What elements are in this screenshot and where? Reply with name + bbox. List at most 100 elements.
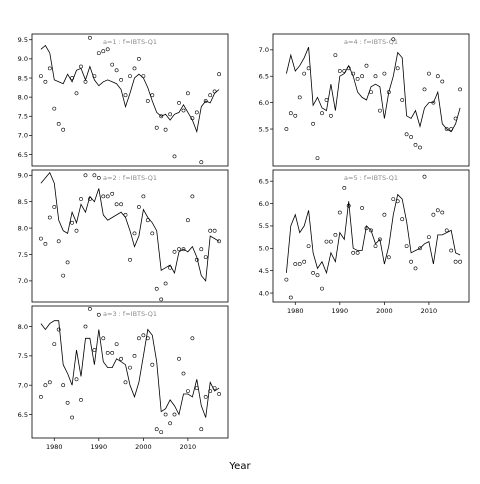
data-point	[96, 51, 101, 56]
y-axis: 4.0 4.5 5.0 5.5 6.0 6.5	[259, 177, 273, 297]
data-point	[154, 125, 159, 130]
data-point	[449, 127, 454, 131]
data-point	[181, 371, 186, 376]
panel-3: a=2 : f=IBTS-Q1 7.0 7.5 8.0 8.5 9.0	[18, 169, 229, 303]
data-point	[150, 362, 155, 367]
data-point	[65, 400, 70, 405]
data-point	[297, 95, 302, 100]
data-point	[114, 68, 119, 73]
data-point	[185, 218, 190, 223]
y-tick-label: 9.0	[18, 55, 28, 63]
data-point	[74, 91, 79, 96]
y-axis: 5.5 6.0 6.5 7.0	[259, 46, 273, 133]
data-point	[453, 116, 458, 121]
series-line	[40, 44, 220, 134]
data-point	[52, 205, 57, 209]
data-point	[136, 205, 141, 209]
data-point	[199, 247, 204, 252]
y-tick-label: 7.0	[18, 132, 28, 140]
data-point	[426, 71, 431, 76]
data-point	[39, 394, 43, 399]
panel-title: a=3 : f=IBTS-Q1	[103, 310, 157, 318]
data-point	[145, 218, 150, 223]
data-point	[123, 380, 128, 385]
data-point	[39, 236, 43, 241]
data-point	[123, 212, 128, 217]
data-point	[88, 306, 92, 311]
data-point	[123, 93, 128, 98]
plot-frame	[272, 33, 470, 167]
data-point	[315, 156, 320, 161]
data-point	[355, 250, 360, 255]
data-point	[302, 259, 307, 264]
data-point	[163, 127, 168, 132]
data-point	[194, 257, 199, 262]
data-point	[386, 90, 391, 95]
data-point	[145, 99, 150, 103]
data-point	[440, 79, 445, 84]
data-point	[65, 260, 70, 265]
y-tick-label: 6.5	[259, 73, 269, 81]
data-point	[217, 72, 222, 77]
observation-points	[39, 173, 222, 302]
data-point	[400, 217, 405, 222]
plot-frame	[272, 169, 470, 303]
data-point	[92, 348, 97, 352]
data-point	[284, 127, 289, 131]
y-tick-label: 7.5	[18, 251, 28, 259]
observation-points	[284, 37, 463, 161]
data-point	[168, 265, 173, 270]
data-point	[110, 350, 115, 355]
data-point	[190, 116, 195, 121]
y-tick-label: 4.0	[259, 289, 269, 297]
data-point	[88, 35, 92, 40]
data-point	[324, 98, 329, 102]
data-point	[391, 197, 396, 202]
data-point	[47, 215, 52, 220]
data-point	[114, 202, 119, 207]
data-point	[346, 203, 351, 208]
data-point	[128, 257, 132, 262]
series-line	[40, 320, 220, 418]
data-point	[43, 383, 48, 388]
data-point	[154, 286, 159, 291]
data-point	[83, 79, 88, 84]
data-point	[79, 397, 83, 402]
observation-points	[39, 306, 222, 435]
data-point	[333, 232, 338, 237]
data-point	[168, 112, 173, 117]
data-point	[288, 295, 293, 300]
data-point	[159, 430, 164, 435]
data-point	[185, 91, 190, 96]
y-tick-label: 7.5	[18, 113, 28, 121]
x-tick-label: 1980	[46, 443, 63, 451]
x-tick-label: 2000	[376, 307, 393, 315]
y-tick-label: 8.5	[18, 74, 28, 82]
data-point	[154, 427, 159, 432]
y-tick-label: 5.5	[259, 222, 269, 230]
data-point	[190, 194, 195, 199]
data-point	[128, 365, 132, 370]
data-point	[119, 78, 124, 82]
data-point	[70, 76, 75, 80]
x-axis: 1980 1990 2000 2010	[46, 438, 196, 451]
data-point	[342, 185, 347, 190]
data-point	[163, 412, 168, 417]
data-point	[39, 74, 43, 79]
series-line	[286, 193, 461, 275]
data-point	[61, 127, 66, 132]
data-point	[159, 114, 164, 119]
y-axis: 7.0 7.5 8.0 8.5 9.0	[18, 172, 32, 285]
data-point	[181, 108, 186, 113]
data-point	[88, 197, 92, 201]
data-point	[194, 386, 199, 391]
data-point	[203, 99, 208, 103]
series-line	[40, 171, 220, 282]
y-tick-label: 9.5	[18, 36, 28, 44]
data-point	[320, 111, 324, 116]
data-point	[315, 273, 320, 278]
data-point	[382, 212, 387, 217]
data-point	[324, 239, 329, 244]
data-point	[141, 194, 146, 199]
data-point	[458, 87, 463, 92]
